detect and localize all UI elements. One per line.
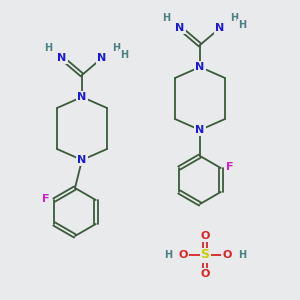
Text: H: H: [238, 20, 246, 30]
Text: O: O: [222, 250, 232, 260]
Text: O: O: [200, 231, 210, 241]
Text: H: H: [162, 13, 170, 23]
Text: F: F: [226, 162, 233, 172]
Text: O: O: [178, 250, 188, 260]
Text: N: N: [195, 125, 205, 135]
Text: H: H: [120, 50, 128, 60]
Text: F: F: [43, 194, 50, 204]
Text: N: N: [77, 155, 87, 165]
Text: N: N: [77, 92, 87, 102]
Text: N: N: [195, 62, 205, 72]
Text: H: H: [230, 13, 238, 23]
Text: N: N: [57, 53, 67, 63]
Text: O: O: [200, 269, 210, 279]
Text: H: H: [238, 250, 246, 260]
Text: H: H: [112, 43, 120, 53]
Text: H: H: [44, 43, 52, 53]
Text: N: N: [176, 23, 184, 33]
Text: H: H: [164, 250, 172, 260]
Text: N: N: [215, 23, 225, 33]
Text: N: N: [98, 53, 106, 63]
Text: S: S: [200, 248, 209, 262]
